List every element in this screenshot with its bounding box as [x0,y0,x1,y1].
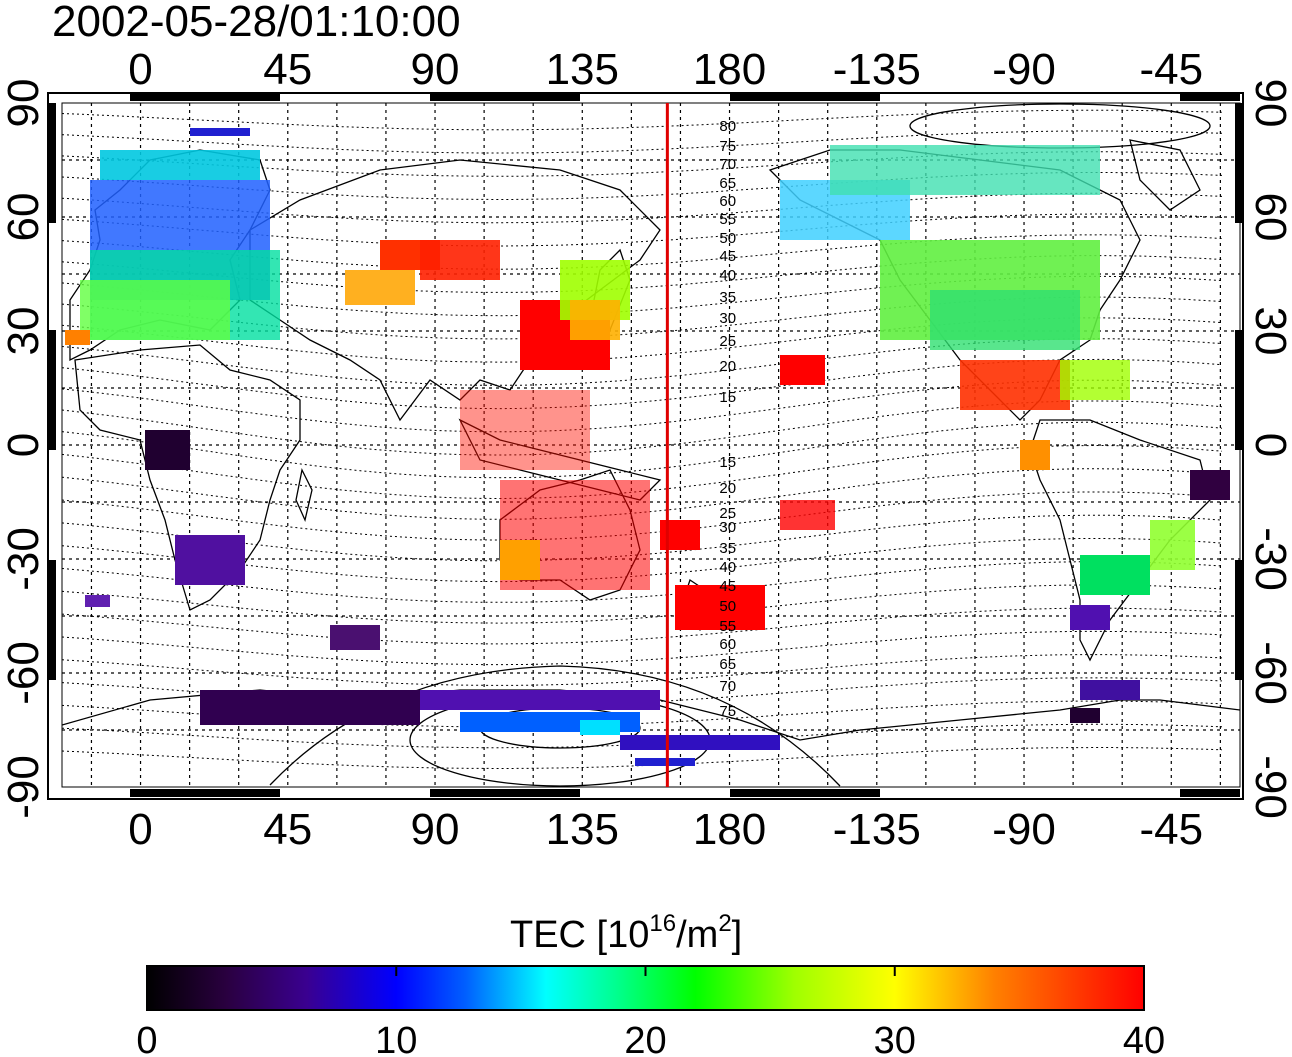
lat-tick-label-left: 90 [0,79,48,128]
lat-tick-label-right: 0 [1246,433,1292,457]
tec-data-patches [65,128,1230,766]
contour-label: 75 [719,703,736,720]
contour-line [62,192,1223,224]
contour-line [62,172,1223,201]
contour-label: 35 [719,540,736,557]
contour-label: 15 [719,454,736,471]
lat-tick-label-right: 30 [1246,307,1292,356]
lat-tick-label-left: -90 [0,755,48,819]
contour-label: 15 [719,389,736,406]
contour-line [62,213,1223,247]
lat-axis-left: 90 60 30 0 -30 -60 -90 [0,79,48,819]
lat-tick-label-left: -60 [0,641,48,705]
contour-label: 55 [719,211,736,228]
lon-tick-label-top: 90 [411,45,460,94]
contour-label: 20 [719,358,736,375]
contour-line [62,468,1223,520]
contour-label-group: 8075706560555045403530252015152025303540… [719,118,736,720]
contour-line [62,275,1223,317]
contour-label: 55 [719,618,736,635]
contour-label: 70 [719,678,736,695]
lon-tick-label-top: 0 [128,45,152,94]
map-title: 2002-05-28/01:10:00 [52,0,461,46]
colorbar-label: TEC [1016/m2] [510,910,742,956]
contour-label: 60 [719,193,736,210]
map-grid [62,103,1240,787]
lat-tick-label-right: -90 [1246,755,1292,819]
contour-line [62,700,1223,728]
contour-label: 50 [719,598,736,615]
contour-label: 65 [719,656,736,673]
contour-label: 25 [719,333,736,350]
contour-label: 45 [719,578,736,595]
contour-label: 40 [719,559,736,576]
contour-label: 20 [719,480,736,497]
contour-line [62,584,1223,624]
contour-line [62,400,1223,456]
contour-line [62,514,1223,562]
lat-tick-label-left: 30 [0,307,48,356]
lon-tick-label-bottom: 180 [693,805,766,854]
contour-line [62,630,1223,666]
lat-tick-label-left: -30 [0,527,48,591]
lon-tick-label-top: -135 [833,45,921,94]
lon-tick-label-bottom: 90 [411,805,460,854]
frame-tick-bars [48,93,1243,797]
colorbar-ticks: 0 10 20 30 40 [136,966,1165,1057]
colorbar-tick-label: 0 [136,1020,157,1057]
lon-tick-label-bottom: -135 [833,805,921,854]
contour-line [62,607,1223,645]
contour-line [62,561,1223,603]
contour-label: 70 [719,156,736,173]
lon-axis-top: 0 45 90 135 180 -135 -90 -45 [128,45,1203,94]
contour-label: 25 [719,505,736,522]
colorbar-tick-label: 40 [1123,1020,1165,1057]
lon-tick-label-top: 45 [263,45,312,94]
contour-line [62,130,1223,154]
lat-tick-label-left: 60 [0,193,48,242]
lon-tick-label-bottom: 135 [546,805,619,854]
contour-line [62,234,1223,270]
lat-tick-label-right: 90 [1246,79,1292,128]
lon-tick-label-bottom: 0 [128,805,152,854]
colorbar-tick-label: 20 [624,1020,666,1057]
lon-tick-label-bottom: -90 [992,805,1056,854]
contour-line [62,255,1223,293]
contour-line [62,654,1223,686]
lat-tick-label-right: -30 [1246,527,1292,591]
lat-tick-label-right: -60 [1246,641,1292,705]
lon-tick-label-top: -45 [1139,45,1203,94]
lat-axis-right: 90 60 30 0 -30 -60 -90 [1246,79,1292,819]
contour-label: 35 [719,289,736,306]
contour-line [62,109,1223,131]
contour-label: 30 [719,310,736,327]
lon-tick-label-top: -90 [992,45,1056,94]
lon-tick-label-bottom: -45 [1139,805,1203,854]
lon-axis-bottom: 0 45 90 135 180 -135 -90 -45 [128,805,1203,854]
lon-tick-label-top: 180 [693,45,766,94]
contour-label: 45 [719,248,736,265]
lon-tick-label-top: 135 [546,45,619,94]
contour-label: 60 [719,636,736,653]
contour-label: 80 [719,118,736,135]
lat-tick-label-left: 0 [0,433,48,457]
contour-label: 75 [719,138,736,155]
contour-label: 50 [719,230,736,247]
contour-label: 30 [719,519,736,536]
colorbar-tick-label: 30 [874,1020,916,1057]
lon-tick-label-bottom: 45 [263,805,312,854]
contour-line [62,421,1223,479]
contour-label: 65 [719,175,736,192]
contour-line [62,491,1223,541]
contour-line [62,151,1223,177]
colorbar-tick-label: 10 [375,1020,417,1057]
lat-tick-label-right: 60 [1246,193,1292,242]
contour-label: 40 [719,267,736,284]
